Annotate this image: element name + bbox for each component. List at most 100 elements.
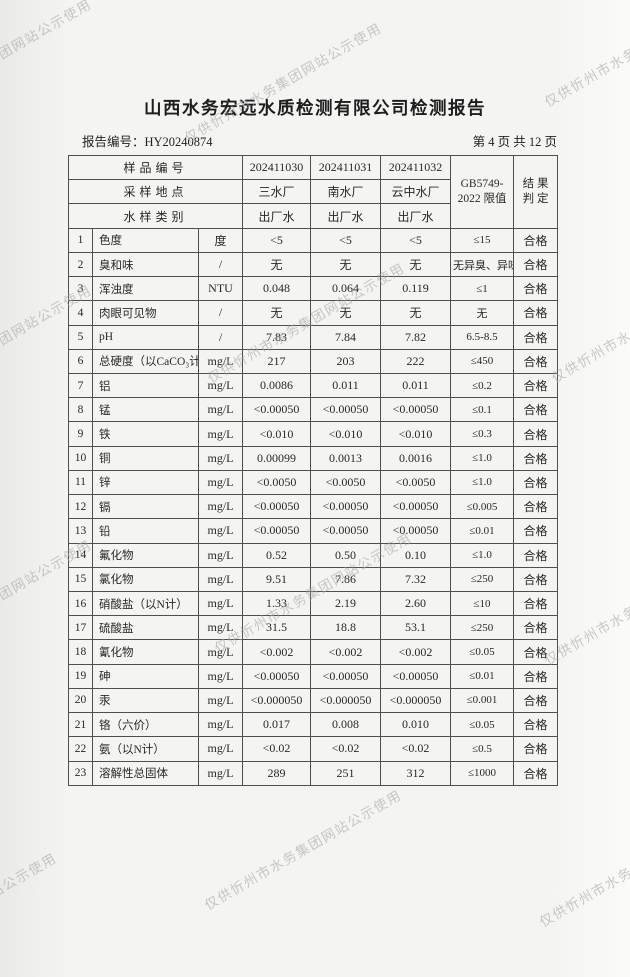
- limit-cell: ≤0.5: [450, 736, 515, 762]
- watermark-text: 仅供忻州市水务集团网站公示使用: [537, 804, 630, 930]
- table-row: 16 硝酸盐（以N计） mg/L 1.33 2.19 2.60 ≤10 合格: [68, 590, 559, 617]
- row-number-cell: 11: [68, 469, 93, 496]
- value-plant1-cell: 0.00099: [242, 445, 312, 471]
- value-plant3-cell: <0.00050: [380, 663, 452, 689]
- result-cell: 合格: [513, 227, 559, 253]
- value-plant3-cell: 7.82: [380, 324, 452, 350]
- value-plant2-cell: <0.000050: [310, 687, 382, 714]
- limit-cell: ≤1.0: [450, 542, 515, 568]
- table-row: 15 氯化物 mg/L 9.51 7.86 7.32 ≤250 合格: [68, 566, 559, 592]
- value-plant1-cell: 无: [242, 251, 312, 278]
- unit-cell: mg/L: [197, 469, 244, 496]
- value-plant1-cell: <5: [242, 227, 312, 253]
- indicator-name-cell: 氯化物: [92, 566, 199, 592]
- sample-id-2: 202411031: [310, 154, 382, 181]
- row-number-cell: 8: [68, 397, 93, 423]
- value-plant1-cell: 1.33: [242, 590, 312, 617]
- sample-id-3: 202411032: [380, 154, 452, 181]
- value-plant2-cell: <0.00050: [310, 518, 382, 544]
- limit-cell: ≤450: [450, 348, 515, 375]
- table-row: 22 氨（以N计） mg/L <0.02 <0.02 <0.02 ≤0.5 合格: [68, 736, 559, 762]
- unit-cell: mg/L: [197, 397, 244, 423]
- value-plant3-cell: 222: [380, 348, 452, 375]
- header-row-sample-type: 水样类别 出厂水 出厂水 出厂水: [67, 203, 558, 229]
- row-number-cell: 7: [68, 372, 93, 399]
- unit-cell: mg/L: [197, 348, 244, 375]
- indicator-name-cell: 总硬度（以CaCO₃计）: [92, 348, 199, 375]
- value-plant3-cell: 0.10: [380, 542, 452, 568]
- watermark-text: 仅供忻州市水务集团网站公示使用: [0, 850, 60, 976]
- table-row: 4 肉眼可见物 / 无 无 无 无 合格: [68, 300, 559, 326]
- limit-cell: ≤0.01: [450, 663, 515, 689]
- unit-cell: mg/L: [197, 421, 244, 447]
- value-plant1-cell: 无: [242, 300, 312, 326]
- limit-cell: ≤10: [450, 590, 515, 617]
- page-title: 山西水务宏远水质检测有限公司检测报告: [144, 98, 486, 118]
- value-plant2-cell: 0.0013: [310, 445, 382, 471]
- indicator-name-cell: 锰: [92, 397, 199, 423]
- table-row: 20 汞 mg/L <0.000050 <0.000050 <0.000050 …: [68, 687, 559, 714]
- row-number-cell: 9: [68, 421, 93, 447]
- value-plant1-cell: 0.52: [242, 542, 312, 568]
- result-cell: 合格: [513, 469, 559, 496]
- table-row: 1 色度 度 <5 <5 <5 ≤15 合格: [68, 227, 559, 253]
- result-cell: 合格: [513, 712, 559, 738]
- watermark-text: 仅供忻州市水务集团网站公示使用: [549, 260, 630, 386]
- result-cell: 合格: [513, 445, 559, 471]
- result-cell: 合格: [513, 566, 559, 592]
- row-number-cell: 1: [68, 227, 93, 253]
- value-plant3-cell: <0.002: [380, 639, 452, 665]
- value-plant2-cell: 18.8: [310, 615, 382, 641]
- limit-cell: 6.5-8.5: [450, 324, 515, 350]
- row-number-cell: 2: [68, 251, 93, 278]
- value-plant3-cell: <0.0050: [380, 469, 452, 496]
- table-row: 19 砷 mg/L <0.00050 <0.00050 <0.00050 ≤0.…: [68, 663, 559, 689]
- unit-cell: /: [197, 300, 244, 326]
- result-cell: 合格: [513, 251, 559, 278]
- result-cell: 合格: [513, 518, 559, 544]
- value-plant3-cell: <0.02: [380, 736, 452, 762]
- value-plant2-cell: 0.064: [310, 276, 382, 302]
- table-row: 11 锌 mg/L <0.0050 <0.0050 <0.0050 ≤1.0 合…: [68, 469, 559, 496]
- value-plant2-cell: 0.50: [310, 542, 382, 568]
- limit-cell: ≤0.05: [450, 712, 515, 738]
- value-plant2-cell: <0.02: [310, 736, 382, 762]
- value-plant1-cell: <0.00050: [242, 663, 312, 689]
- table-row: 23 溶解性总固体 mg/L 289 251 312 ≤1000 合格: [68, 760, 559, 786]
- result-cell: 合格: [513, 639, 559, 665]
- table-row: 9 铁 mg/L <0.010 <0.010 <0.010 ≤0.3 合格: [68, 421, 559, 447]
- value-plant1-cell: 0.0086: [242, 372, 312, 399]
- result-header-line2: 判 定: [522, 192, 549, 205]
- result-cell: 合格: [513, 590, 559, 617]
- limit-cell: ≤0.005: [450, 494, 515, 520]
- value-plant2-cell: <0.00050: [310, 494, 382, 520]
- limit-cell: ≤0.1: [450, 397, 515, 423]
- limit-cell: ≤250: [450, 566, 515, 592]
- value-plant1-cell: 0.017: [242, 712, 312, 738]
- limit-cell: ≤0.2: [450, 372, 515, 399]
- value-plant1-cell: <0.002: [242, 639, 312, 665]
- result-header-line1: 结 果: [522, 177, 549, 190]
- value-plant1-cell: <0.00050: [242, 494, 312, 520]
- unit-cell: mg/L: [197, 566, 244, 592]
- value-plant2-cell: <0.00050: [310, 397, 382, 423]
- indicator-name-cell: 硫酸盐: [92, 615, 199, 641]
- limit-cell: ≤0.05: [450, 639, 515, 665]
- indicator-name-cell: 硝酸盐（以N计）: [92, 590, 199, 617]
- row-number-cell: 19: [68, 663, 93, 689]
- indicator-name-cell: 氨（以N计）: [92, 736, 199, 762]
- value-plant1-cell: <0.00050: [242, 397, 312, 423]
- unit-cell: mg/L: [197, 760, 244, 786]
- indicator-name-cell: 铁: [92, 421, 199, 447]
- limit-cell: ≤1.0: [450, 469, 515, 496]
- unit-cell: mg/L: [197, 590, 244, 617]
- table-body: 1 色度 度 <5 <5 <5 ≤15 合格 2 臭和味 / 无 无 无 无异臭…: [68, 227, 559, 786]
- value-plant1-cell: 289: [242, 760, 312, 786]
- indicator-name-cell: 铜: [92, 445, 199, 471]
- sample-type-2: 出厂水: [310, 203, 382, 229]
- table-row: 5 pH / 7.83 7.84 7.82 6.5-8.5 合格: [68, 324, 559, 350]
- unit-cell: mg/L: [197, 494, 244, 520]
- indicator-name-cell: 锌: [92, 469, 199, 496]
- limit-header-line2: 2022 限值: [457, 192, 507, 205]
- indicator-name-cell: 臭和味: [92, 251, 199, 278]
